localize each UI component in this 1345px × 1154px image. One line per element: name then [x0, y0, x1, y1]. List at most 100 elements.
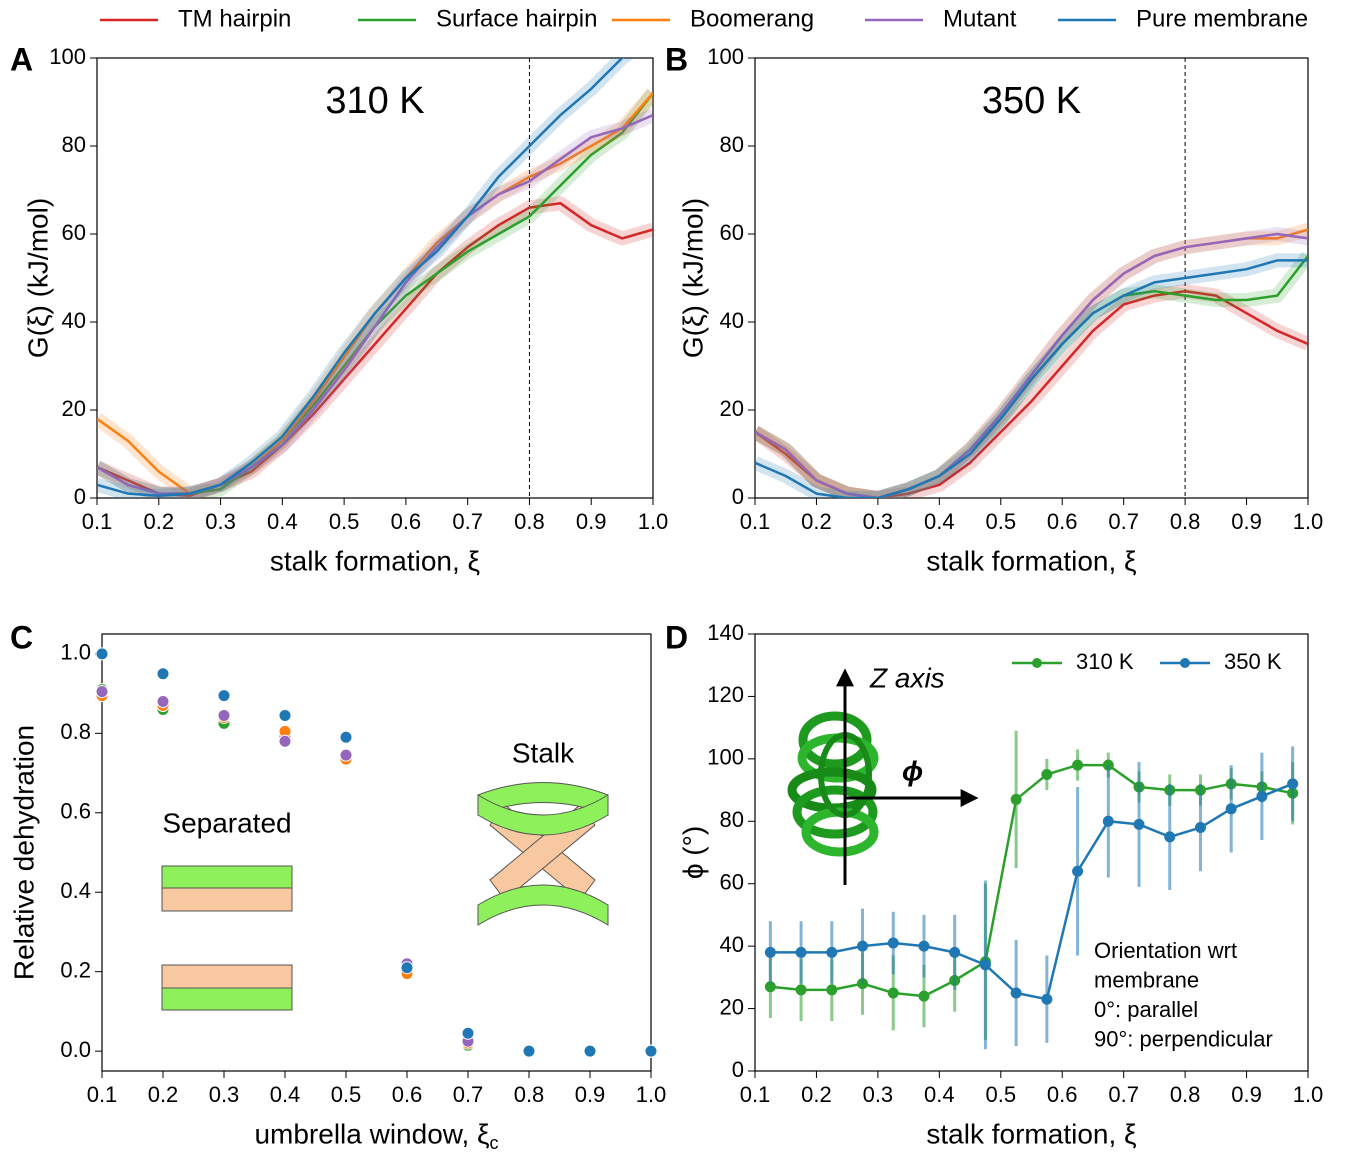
y-tick-label: 0.0 [60, 1037, 91, 1062]
data-point [1194, 822, 1206, 834]
inset-label: Z axis [869, 662, 945, 693]
panel-label: C [10, 619, 33, 655]
y-tick-label: 100 [707, 44, 744, 69]
y-tick-label: 60 [720, 870, 744, 895]
y-tick-label: 60 [720, 220, 744, 245]
panel-title: 350 K [982, 80, 1081, 122]
x-tick-label: 0.4 [924, 509, 955, 534]
y-tick-label: 40 [720, 308, 744, 333]
panel-label: B [665, 41, 688, 77]
data-point [979, 959, 991, 971]
annotation: Separated [162, 807, 291, 838]
y-tick-label: 20 [62, 396, 86, 421]
y-axis-label: G(ξ) (kJ/mol) [22, 198, 53, 358]
y-tick-label: 140 [707, 620, 744, 645]
data-point [1041, 993, 1053, 1005]
data-point [217, 689, 231, 703]
plot-frame [754, 57, 1309, 499]
y-tick-label: 0 [732, 1057, 744, 1082]
data-point [1041, 768, 1053, 780]
x-tick-label: 0.8 [514, 1082, 545, 1107]
annotation: Orientation wrt [1094, 938, 1237, 963]
y-tick-label: 0.4 [60, 878, 91, 903]
x-tick-label: 0.6 [391, 509, 422, 534]
data-point [278, 708, 292, 722]
legend-label: 310 K [1076, 649, 1134, 674]
y-tick-label: 0.2 [60, 957, 91, 982]
x-tick-label: 0.2 [148, 1082, 179, 1107]
x-tick-label: 0.8 [1170, 509, 1201, 534]
x-tick-label: 0.8 [514, 509, 545, 534]
data-point [95, 685, 109, 699]
x-tick-label: 0.7 [1108, 509, 1139, 534]
data-point [1287, 778, 1299, 790]
plot-area [97, 58, 653, 498]
plot-area [764, 730, 1299, 1050]
x-tick-label: 0.5 [331, 1082, 362, 1107]
annotation: membrane [1094, 967, 1199, 992]
x-tick-label: 0.2 [801, 509, 832, 534]
legend-label: Mutant [943, 5, 1017, 32]
y-tick-label: 40 [720, 932, 744, 957]
data-point [887, 987, 899, 999]
x-tick-label: 0.3 [863, 509, 894, 534]
x-tick-label: 0.3 [863, 1082, 894, 1107]
x-tick-label: 1.0 [1293, 509, 1324, 534]
y-tick-label: 20 [720, 994, 744, 1019]
x-tick-label: 0.3 [209, 1082, 240, 1107]
x-tick-label: 0.1 [82, 509, 113, 534]
data-point [1072, 759, 1084, 771]
y-tick-label: 100 [49, 44, 86, 69]
legend-marker [1032, 658, 1042, 668]
data-point [583, 1044, 597, 1058]
data-point [644, 1044, 658, 1058]
y-tick-label: 0.6 [60, 799, 91, 824]
data-point [826, 946, 838, 958]
data-point [339, 730, 353, 744]
y-tick-label: 80 [720, 807, 744, 832]
error-band [97, 196, 653, 498]
y-tick-label: 60 [62, 220, 86, 245]
x-tick-label: 0.9 [1231, 509, 1262, 534]
legend-label: Surface hairpin [436, 5, 597, 32]
data-point [918, 940, 930, 952]
y-axis-label: Relative dehydration [8, 725, 39, 980]
x-tick-label: 0.4 [267, 509, 298, 534]
x-tick-label: 0.8 [1170, 1082, 1201, 1107]
x-tick-label: 0.9 [576, 509, 607, 534]
plot-frame [101, 633, 652, 1072]
x-axis-subscript: c [490, 1133, 499, 1153]
x-tick-label: 0.2 [143, 509, 174, 534]
data-point [764, 946, 776, 958]
y-tick-label: 80 [62, 132, 86, 157]
panel-label: D [665, 619, 688, 655]
x-axis-label: umbrella window, ξc [254, 1118, 498, 1152]
x-tick-label: 1.0 [636, 1082, 667, 1107]
data-point [826, 984, 838, 996]
x-tick-label: 0.5 [985, 509, 1016, 534]
data-point [795, 984, 807, 996]
panel-title: 310 K [325, 80, 424, 122]
data-point [857, 940, 869, 952]
annotation: 90°: perpendicular [1094, 1026, 1273, 1051]
schematic-stalk [477, 782, 609, 926]
x-tick-label: 0.5 [329, 509, 360, 534]
data-point [339, 748, 353, 762]
series-line [97, 58, 625, 498]
data-point [156, 695, 170, 709]
data-point [522, 1044, 536, 1058]
plot-frame [754, 633, 1309, 1072]
x-tick-label: 0.9 [575, 1082, 606, 1107]
x-tick-label: 0.1 [740, 1082, 771, 1107]
x-tick-label: 0.4 [270, 1082, 301, 1107]
series-line [97, 201, 653, 498]
annotation: 0°: parallel [1094, 997, 1198, 1022]
y-tick-label: 0 [732, 484, 744, 509]
data-point [1164, 831, 1176, 843]
x-tick-label: 0.9 [1231, 1082, 1262, 1107]
x-tick-label: 1.0 [638, 509, 669, 534]
x-axis-label: stalk formation, ξ [926, 1118, 1136, 1149]
x-tick-label: 0.2 [801, 1082, 832, 1107]
panel-label: A [10, 41, 33, 77]
